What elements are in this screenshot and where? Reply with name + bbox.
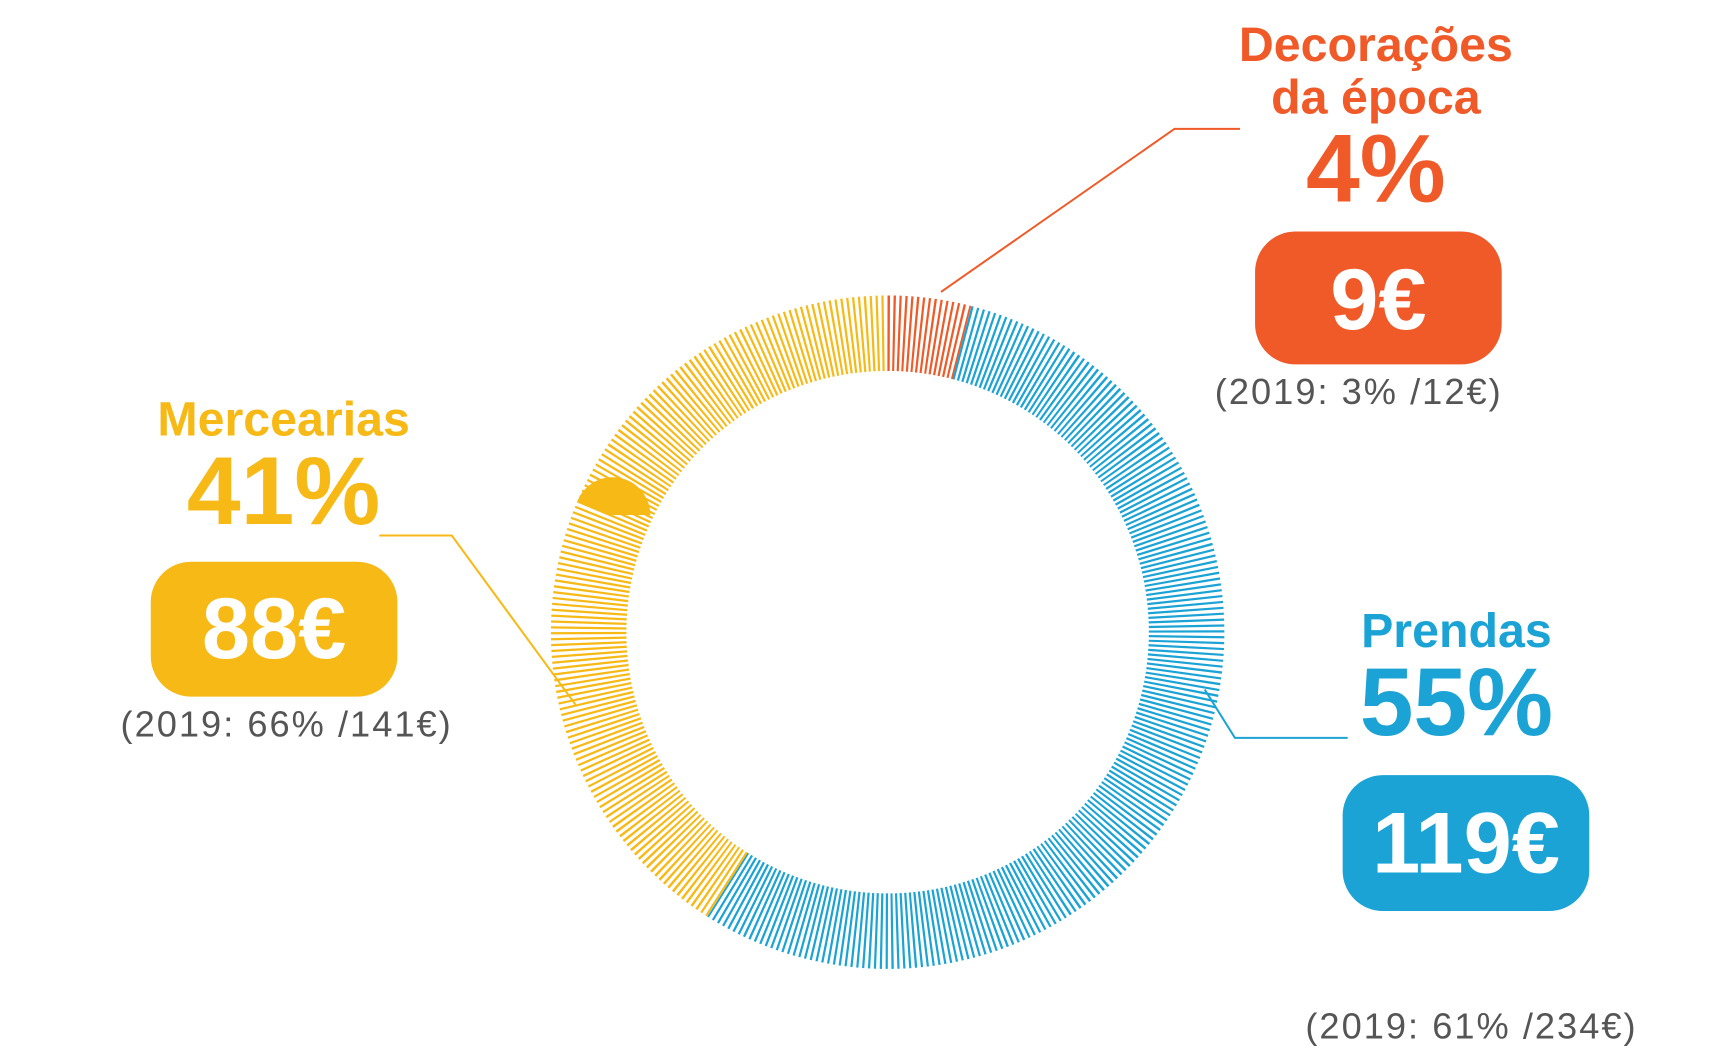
note: (2019: 61% /234€) — [1305, 1005, 1637, 1046]
donut-segment — [707, 306, 1225, 969]
segment-name: da época — [1271, 70, 1482, 124]
donut-segment — [886, 295, 972, 380]
segment-name: Decorações — [1239, 18, 1513, 72]
note: (2019: 66% /141€) — [121, 703, 453, 744]
segment-percent: 55% — [1360, 649, 1553, 756]
amount-badge — [150, 561, 398, 697]
amount-label: 88€ — [202, 581, 346, 677]
leader-line — [379, 534, 577, 706]
segment-name: Prendas — [1361, 604, 1552, 658]
amount-label: 119€ — [1372, 796, 1560, 892]
note: (2019: 3% /12€) — [1215, 371, 1503, 412]
amount-badge — [1342, 775, 1590, 912]
amount-badge — [1255, 231, 1502, 365]
segment-name: Mercearias — [157, 393, 410, 447]
donut-segment — [550, 295, 888, 917]
segment-percent: 4% — [1306, 116, 1446, 223]
segment-percent: 41% — [187, 438, 380, 545]
leader-line — [1203, 689, 1348, 739]
amount-label: 9€ — [1330, 252, 1426, 348]
leader-line — [940, 127, 1240, 293]
